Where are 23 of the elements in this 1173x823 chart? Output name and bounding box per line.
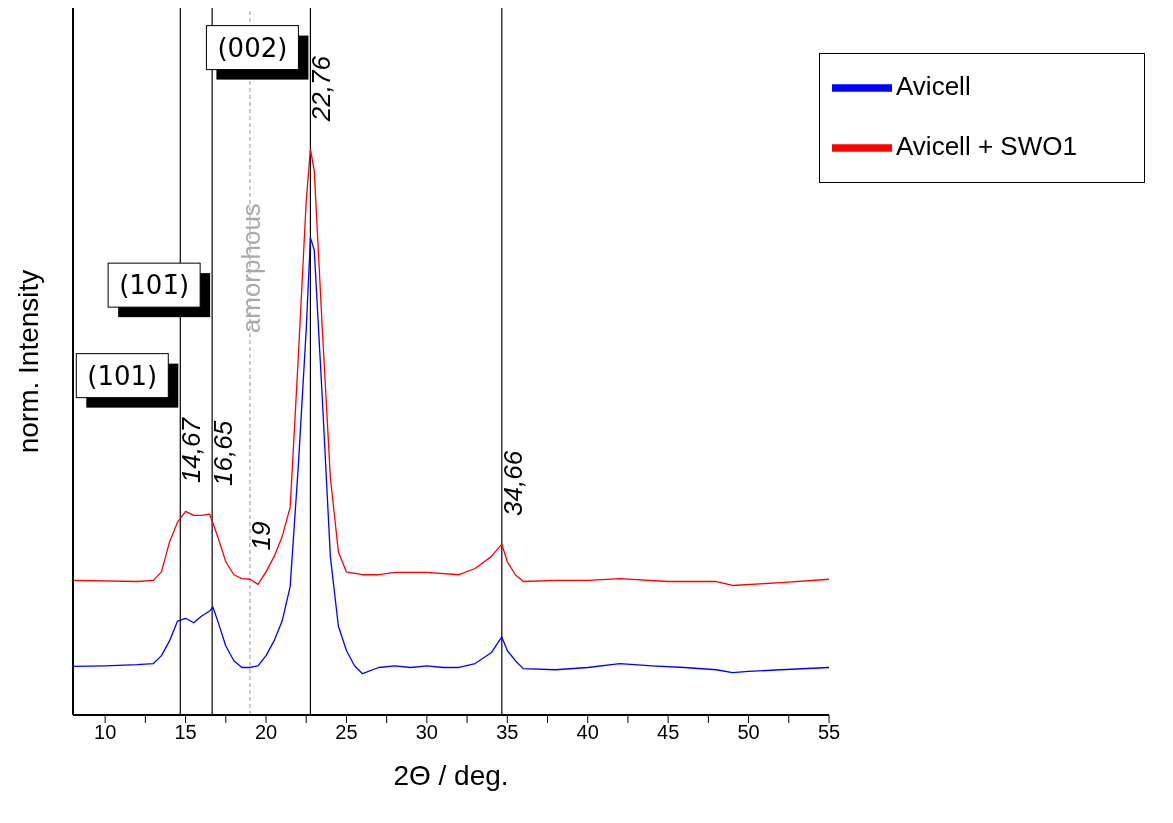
x-axis-title: 2Θ / deg. xyxy=(393,760,509,791)
ref-line-label: 19 xyxy=(245,521,276,551)
legend-label: Avicell + SWO1 xyxy=(896,130,1077,161)
x-tick-label: 20 xyxy=(254,721,278,744)
x-tick-label: 10 xyxy=(94,721,117,744)
x-tick-label: 30 xyxy=(415,721,438,744)
annotation: (002) xyxy=(217,32,288,63)
annotation: amorphous xyxy=(235,203,266,334)
ref-line-label: 16,65 xyxy=(208,420,239,486)
legend-label: Avicell xyxy=(896,70,971,101)
annotation: (101̄) xyxy=(119,270,190,301)
x-tick-label: 15 xyxy=(174,721,197,744)
ref-line-label: 34,66 xyxy=(497,450,528,516)
ref-line-label: 22,76 xyxy=(306,55,337,123)
annotation: (101) xyxy=(87,360,158,391)
y-axis-title: norm. Intensity xyxy=(12,269,44,454)
x-tick-label: 45 xyxy=(657,721,680,744)
x-tick-label: 50 xyxy=(737,721,760,744)
x-tick-label: 35 xyxy=(496,721,519,744)
x-tick-label: 25 xyxy=(335,721,358,744)
x-tick-label: 40 xyxy=(576,721,599,744)
ref-line-label: 14,67 xyxy=(176,416,207,484)
x-tick-label: 55 xyxy=(817,721,841,744)
